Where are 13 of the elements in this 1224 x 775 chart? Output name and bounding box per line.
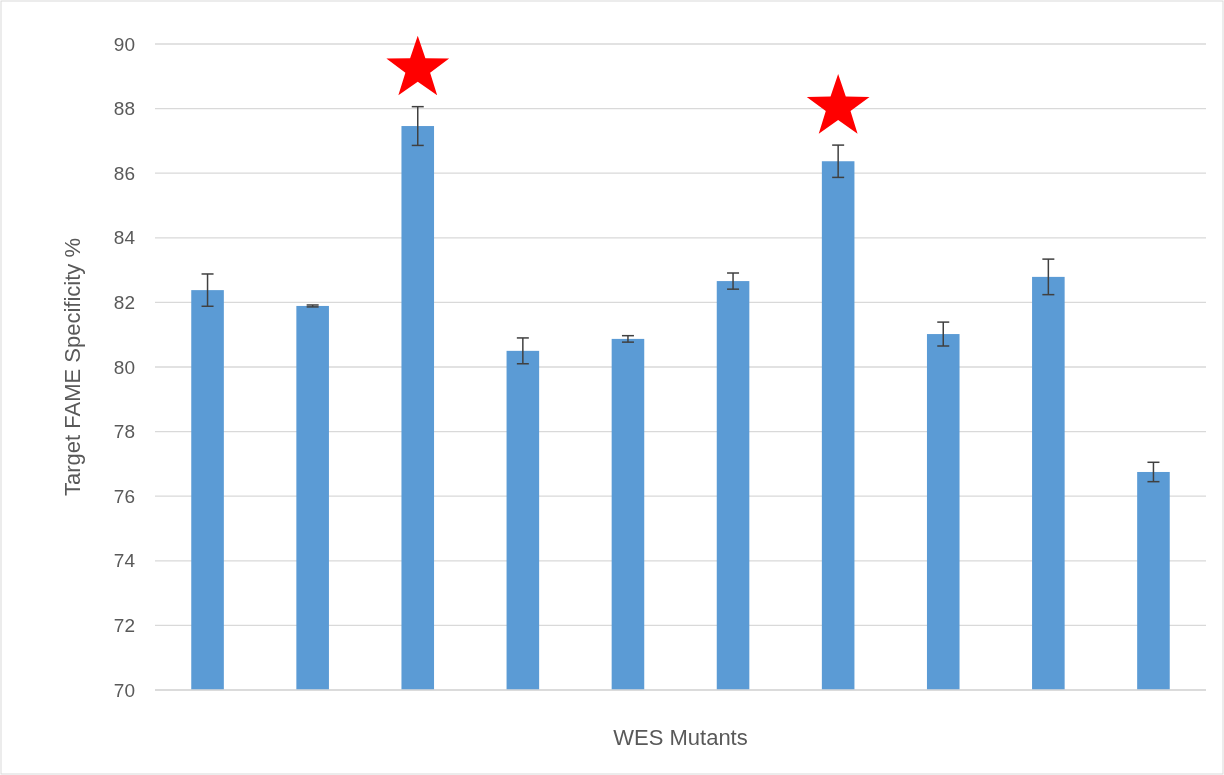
y-tick-label: 70 — [113, 679, 135, 701]
y-tick-label: 88 — [113, 98, 135, 120]
y-tick-label: 82 — [113, 292, 135, 314]
y-tick-label: 72 — [113, 615, 135, 637]
y-tick-label: 76 — [113, 485, 135, 507]
y-tick-label: 86 — [113, 162, 135, 184]
y-axis-title: Target FAME Specificity % — [60, 238, 85, 496]
y-tick-label: 90 — [113, 33, 135, 55]
y-tick-label: 78 — [113, 421, 135, 443]
y-tick-label: 74 — [113, 550, 136, 572]
x-axis-title: WES Mutants — [613, 725, 748, 750]
y-tick-label: 84 — [113, 227, 136, 249]
y-tick-label: 80 — [113, 356, 135, 378]
